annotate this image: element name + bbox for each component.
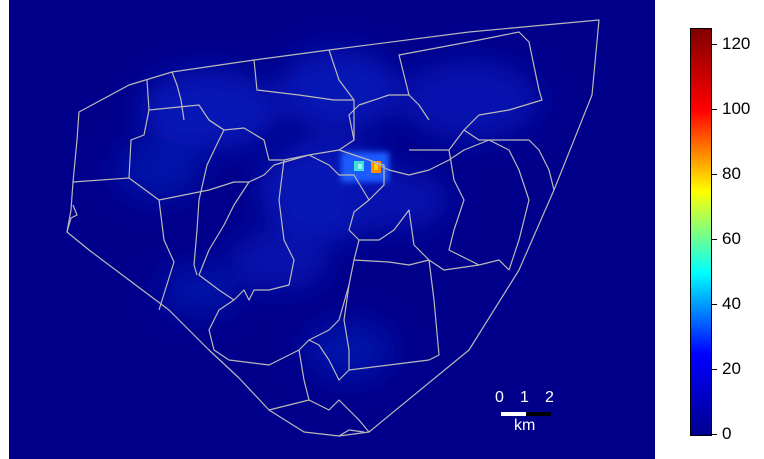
scale-label-2: 2 [545,389,554,406]
scale-unit-label: km [514,417,536,434]
density-glow [114,50,539,380]
colorbar-tick-label: 40 [722,294,741,314]
colorbar-tick-label: 100 [722,99,751,119]
map-panel: 0 1 2 km [9,0,655,459]
colorbar-tick [711,369,717,371]
colorbar-tick [711,109,717,111]
hotspot-cell-yellow [374,164,378,170]
hotspots [354,161,381,173]
colorbar-tick-label: 0 [722,424,732,443]
colorbar-tick [711,44,717,46]
hotspot-cell-light [358,164,362,169]
colorbar-tick-label: 120 [722,34,751,54]
scale-bar-white-segment [501,412,526,416]
scale-bar-black-segment [526,412,551,416]
colorbar-tick-label: 80 [722,164,741,184]
density-map [66,19,600,437]
scale-label-1: 1 [520,389,529,406]
scale-label-0: 0 [495,389,504,406]
colorbar-tick-label: 60 [722,229,741,249]
colorbar-tick [711,239,717,241]
district-boundaries [66,19,600,437]
colorbar-legend: 0 20 40 60 80 100 120 [690,28,760,443]
colorbar-gradient [690,28,712,436]
colorbar-tick [711,174,717,176]
colorbar-tick [711,304,717,306]
colorbar-tick-label: 20 [722,359,741,379]
colorbar-tick [711,434,717,435]
scale-bar [501,412,551,416]
